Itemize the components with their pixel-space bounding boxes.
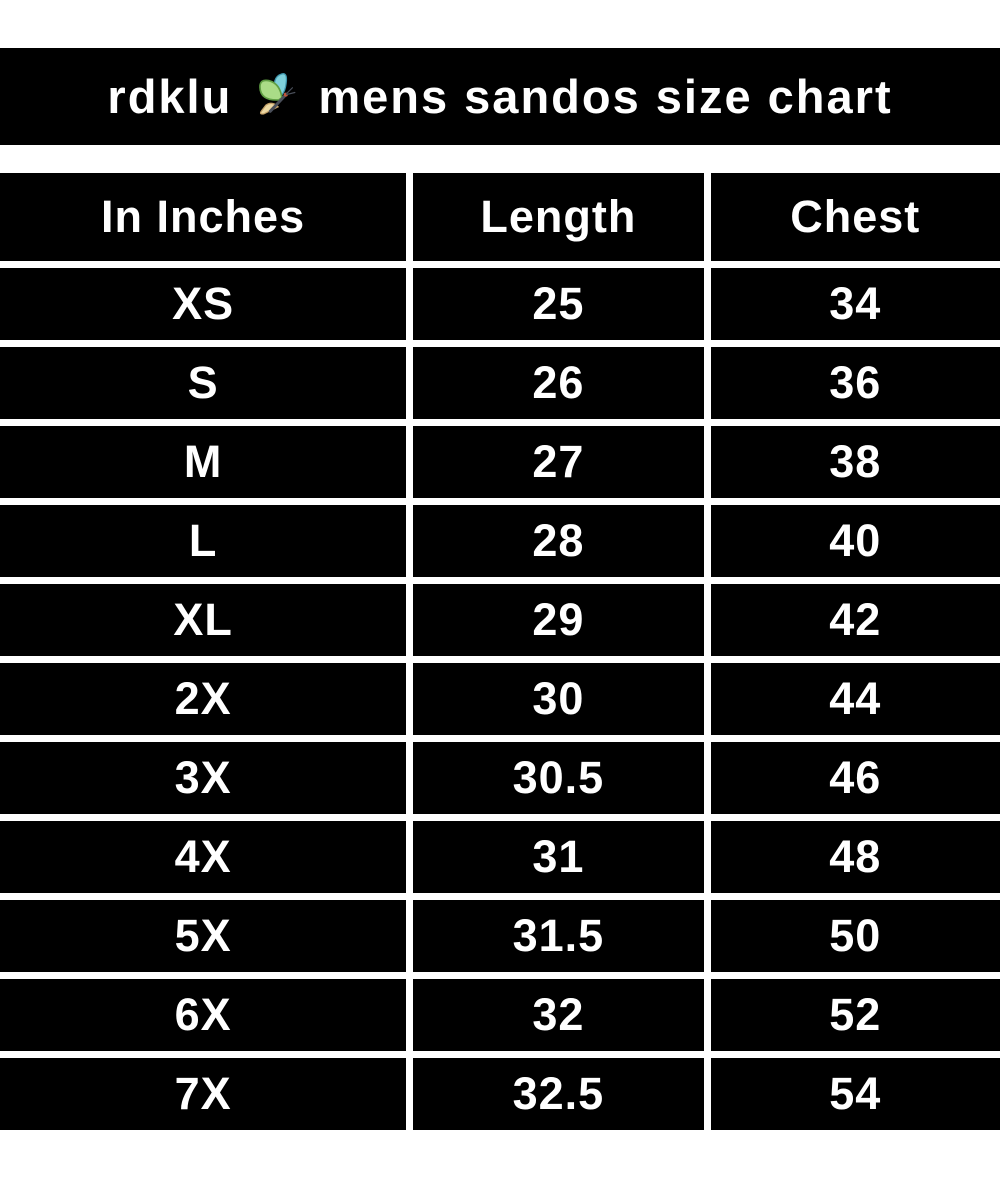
chest-cell: 46 — [710, 742, 1000, 814]
size-cell: 5X — [0, 900, 407, 972]
length-cell: 29 — [413, 584, 704, 656]
size-cell: 2X — [0, 663, 407, 735]
column-header-chest: Chest — [710, 173, 1000, 261]
brand-name: rdklu — [107, 70, 233, 123]
length-cell: 32 — [413, 979, 704, 1051]
length-cell: 31.5 — [413, 900, 704, 972]
size-cell: S — [0, 347, 407, 419]
size-cell: 4X — [0, 821, 407, 893]
length-cell: 25 — [413, 268, 704, 340]
chest-cell: 52 — [710, 979, 1000, 1051]
column-header-length: Length — [413, 173, 704, 261]
chest-cell: 50 — [710, 900, 1000, 972]
chest-cell: 54 — [710, 1058, 1000, 1130]
size-cell: XL — [0, 584, 407, 656]
chest-cell: 48 — [710, 821, 1000, 893]
size-cell: XS — [0, 268, 407, 340]
length-cell: 26 — [413, 347, 704, 419]
length-cell: 28 — [413, 505, 704, 577]
chest-cell: 42 — [710, 584, 1000, 656]
chest-cell: 36 — [710, 347, 1000, 419]
chest-cell: 44 — [710, 663, 1000, 735]
length-cell: 30.5 — [413, 742, 704, 814]
chest-cell: 34 — [710, 268, 1000, 340]
chest-cell: 38 — [710, 426, 1000, 498]
chest-cell: 40 — [710, 505, 1000, 577]
title-bar: rdklu mens sandos size chart — [0, 48, 1000, 145]
size-chart-table: In Inches Length Chest XS 25 34 S 26 36 M 27 38 L… — [0, 173, 1000, 1130]
size-cell: 3X — [0, 742, 407, 814]
size-cell: M — [0, 426, 407, 498]
size-cell: L — [0, 505, 407, 577]
column-header-in-inches: In Inches — [0, 173, 407, 261]
length-cell: 31 — [413, 821, 704, 893]
size-cell: 6X — [0, 979, 407, 1051]
size-cell: 7X — [0, 1058, 407, 1130]
length-cell: 27 — [413, 426, 704, 498]
title-text: mens sandos size chart — [318, 70, 893, 123]
length-cell: 30 — [413, 663, 704, 735]
butterfly-icon — [259, 72, 296, 115]
length-cell: 32.5 — [413, 1058, 704, 1130]
